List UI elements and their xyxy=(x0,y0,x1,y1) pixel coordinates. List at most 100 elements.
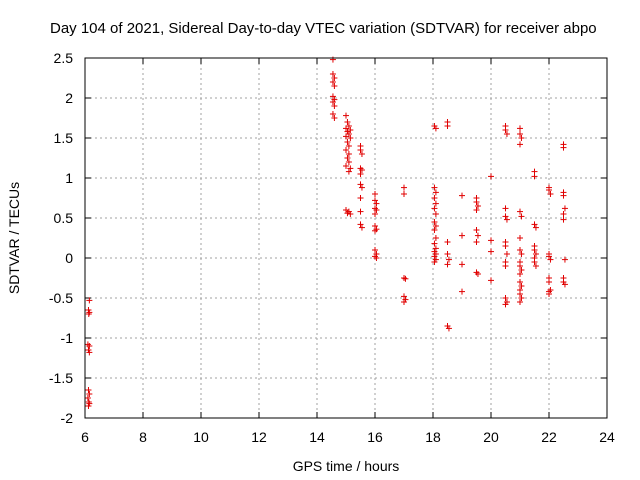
y-tick-label: -1.5 xyxy=(49,370,73,386)
data-point xyxy=(343,163,349,169)
data-point xyxy=(502,301,509,308)
data-points xyxy=(84,56,568,409)
data-point xyxy=(358,184,365,191)
data-point xyxy=(357,181,364,188)
data-point xyxy=(358,224,365,231)
data-point xyxy=(331,115,338,121)
x-tick-label: 10 xyxy=(193,429,209,445)
data-point xyxy=(329,71,336,77)
data-point xyxy=(459,288,465,295)
data-point xyxy=(432,200,439,207)
x-tick-label: 24 xyxy=(599,429,615,445)
data-point xyxy=(444,261,451,268)
data-point xyxy=(431,227,438,233)
x-tick-label: 22 xyxy=(541,429,557,445)
grid-lines xyxy=(85,58,607,418)
data-point xyxy=(331,103,338,109)
data-point xyxy=(518,251,525,257)
data-point xyxy=(86,349,93,356)
data-point xyxy=(502,295,509,301)
data-point xyxy=(546,187,552,193)
data-point xyxy=(473,199,480,205)
data-point xyxy=(517,141,523,148)
y-tick-label: -1 xyxy=(61,330,74,346)
data-point xyxy=(344,210,351,217)
data-point xyxy=(84,395,91,401)
data-point xyxy=(432,223,439,229)
data-point xyxy=(347,135,354,141)
data-point xyxy=(86,391,93,397)
data-point xyxy=(459,232,465,239)
data-point xyxy=(347,165,354,172)
data-point xyxy=(372,227,378,234)
data-point xyxy=(331,75,338,81)
data-point xyxy=(459,192,465,199)
data-point xyxy=(502,127,509,133)
data-point xyxy=(86,400,93,407)
data-point xyxy=(517,263,523,269)
x-tick-label: 20 xyxy=(483,429,499,445)
data-point xyxy=(402,275,409,282)
data-point xyxy=(347,211,354,217)
data-point xyxy=(560,192,567,199)
data-point xyxy=(518,283,525,289)
data-point xyxy=(503,131,510,137)
y-axis-label: SDTVAR / TECUs xyxy=(6,182,22,294)
data-point xyxy=(372,211,378,217)
data-point xyxy=(473,227,480,233)
data-point xyxy=(357,208,364,215)
y-tick-label: 1 xyxy=(65,170,73,186)
x-tick-label: 6 xyxy=(81,429,89,445)
data-point xyxy=(345,143,352,149)
data-point xyxy=(546,279,552,285)
data-point xyxy=(532,263,539,269)
data-point xyxy=(357,195,364,201)
data-point xyxy=(473,239,480,245)
data-point xyxy=(517,247,523,253)
data-point xyxy=(432,125,439,132)
data-point xyxy=(518,213,525,220)
data-point xyxy=(531,173,538,180)
data-point xyxy=(560,144,567,151)
data-point xyxy=(517,125,523,132)
data-point xyxy=(546,253,552,260)
data-point xyxy=(517,291,523,297)
data-point xyxy=(85,311,92,317)
y-tick-label: -2 xyxy=(61,410,74,426)
data-point xyxy=(459,261,465,268)
data-point xyxy=(547,256,554,263)
data-point xyxy=(502,213,509,220)
data-point xyxy=(474,232,481,239)
data-point xyxy=(345,159,352,165)
data-point xyxy=(531,259,538,265)
data-point xyxy=(561,281,568,288)
data-point xyxy=(343,133,349,140)
data-point xyxy=(432,189,439,196)
data-point xyxy=(373,255,380,261)
data-point xyxy=(343,125,349,132)
data-point xyxy=(431,205,438,212)
data-point xyxy=(431,219,438,225)
data-point xyxy=(517,271,523,277)
data-point xyxy=(503,251,510,257)
data-point xyxy=(473,207,480,213)
data-point xyxy=(372,191,378,197)
data-point xyxy=(329,79,336,85)
x-tick-label: 8 xyxy=(139,429,147,445)
data-point xyxy=(561,256,568,263)
data-point xyxy=(401,275,407,281)
data-point xyxy=(502,243,509,249)
data-point xyxy=(344,155,351,161)
y-tick-label: 2 xyxy=(65,90,73,106)
data-point xyxy=(432,245,439,252)
data-point xyxy=(560,216,567,223)
data-point xyxy=(474,271,481,277)
data-point xyxy=(401,299,407,305)
x-tick-label: 12 xyxy=(251,429,267,445)
y-tick-label: 1.5 xyxy=(54,130,74,146)
data-point xyxy=(432,211,439,217)
data-point xyxy=(503,216,510,223)
data-point xyxy=(344,119,351,125)
data-point xyxy=(444,251,451,257)
